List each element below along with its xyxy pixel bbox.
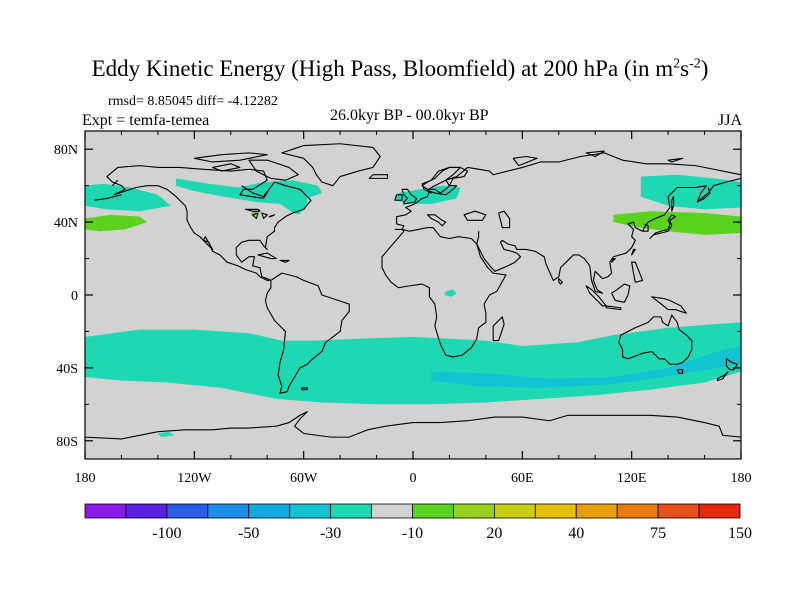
period-label: 26.0kyr BP - 00.0kyr BP [330,107,489,124]
colorbar-label: 75 [650,525,666,542]
colorbar-label: 20 [486,525,502,542]
title-sup-2: -2 [689,56,701,72]
coast-caspian [499,211,510,227]
colorbar-swatch [125,503,168,519]
coast-kamchatka [697,187,710,202]
coast-med-italy [428,215,446,226]
coast-sakhalin [672,197,674,212]
field-antarctic-small-blob [157,431,175,438]
x-tick-label: 60W [290,471,318,486]
title-main: Eddy Kinetic Energy (High Pass, Bloomfie… [91,56,674,81]
y-tick-label: 40N [54,216,78,231]
coast-north-america [107,166,311,281]
coast-hudson-bay [242,186,268,197]
coast-antarctica [85,412,741,439]
coast-black-sea [464,211,486,220]
coast-iceland [369,175,387,179]
y-tick-label: 80S [56,435,78,450]
title-end: ) [700,56,709,81]
x-tick-label: 120W [177,471,212,486]
coast-ireland [395,195,402,200]
field-south-atlantic-eq-blob [444,289,457,297]
colorbar-label: 40 [568,525,584,542]
season-label: JJA [717,112,742,129]
colorbar-swatch [657,503,700,519]
coast-tasmania [677,370,682,374]
coast-europe-africa [382,153,741,357]
y-tick-label: 0 [71,289,78,304]
colorbar-swatch [453,503,495,519]
colorbar-swatch [534,503,577,519]
coast-great-lakes [245,209,274,218]
colorbar-swatch [371,503,413,519]
title-mid: s [680,56,690,81]
colorbar-swatch [166,503,209,519]
x-tick-label: 60E [511,471,534,486]
x-tick-label: 180 [731,471,752,486]
coast-caribbean [280,260,289,262]
colorbar-swatch [698,503,741,519]
coast-asia-east [477,178,741,293]
colorbar-swatch [493,503,536,519]
field-southern-ocean-stronger-core [431,346,741,388]
x-tick-label: 180 [75,471,96,486]
chart-title: Eddy Kinetic Energy (High Pass, Bloomfie… [0,56,800,82]
field-north-pacific-east-band [640,174,741,210]
coast-sri-lanka [559,279,563,284]
axis-ticks: 180 120W 60W 0 60E 120E 180 80N 40N 0 40S 80S [54,131,752,486]
coast-baffin [249,160,298,180]
y-tick-label: 40S [56,362,78,377]
title-sup-1: 2 [673,56,681,72]
colorbar-label: -10 [402,525,423,542]
colorbar-swatch [84,503,127,519]
colorbar-label: -30 [320,525,341,542]
coast-new-zealand [717,359,737,381]
coastlines [85,144,741,439]
colorbar-label: 150 [728,525,752,542]
experiment-label: Expt = temfa-temea [82,112,210,129]
coast-java [606,306,621,310]
coast-madagascar [493,317,504,341]
coast-korea [643,224,648,231]
coast-borneo [612,284,630,302]
coast-cuba [258,253,276,258]
coast-australia [619,315,692,364]
coast-arabian [477,231,479,244]
stats-line: rmsd= 8.85045 diff= -4.12282 [108,94,278,109]
coast-falklands [302,388,307,390]
colorbar-swatch [412,503,454,519]
colorbar-label: -100 [152,525,181,542]
field-north-pacific-west-positive [85,214,147,232]
x-tick-label: 120E [617,471,647,486]
colorbar-swatch [330,503,372,519]
field-north-pacific-band [85,183,171,212]
x-tick-label: 0 [410,471,417,486]
coast-taiwan [632,249,636,254]
colorbar: -100 -50 -30 -10 20 40 75 150 [84,503,752,542]
coast-japan [650,215,676,239]
coast-arctic-islands [194,151,682,171]
coast-scandinavia [422,167,468,193]
y-tick-label: 80N [54,143,78,158]
colorbar-swatch [616,503,659,519]
colorbar-label: -50 [238,525,259,542]
coast-philippines [632,262,643,282]
coast-greenland [282,144,380,186]
colorbar-swatch [248,503,291,519]
coast-new-guinea [652,297,687,313]
coastline-group [85,144,741,439]
coast-alaska-islands [94,180,121,200]
coast-hainan [612,259,616,263]
coast-uk [402,189,417,204]
coast-sumatra [586,286,606,306]
coast-south-america [265,273,349,393]
map-layer: 180 120W 60W 0 60E 120E 180 80N 40N 0 40S 80S [54,130,752,486]
colorbar-swatch [207,503,250,519]
field-japan-pacific-positive [613,211,741,235]
colorbar-swatch [289,503,332,519]
colorbar-swatch [575,503,618,519]
contour-fields [85,174,741,438]
